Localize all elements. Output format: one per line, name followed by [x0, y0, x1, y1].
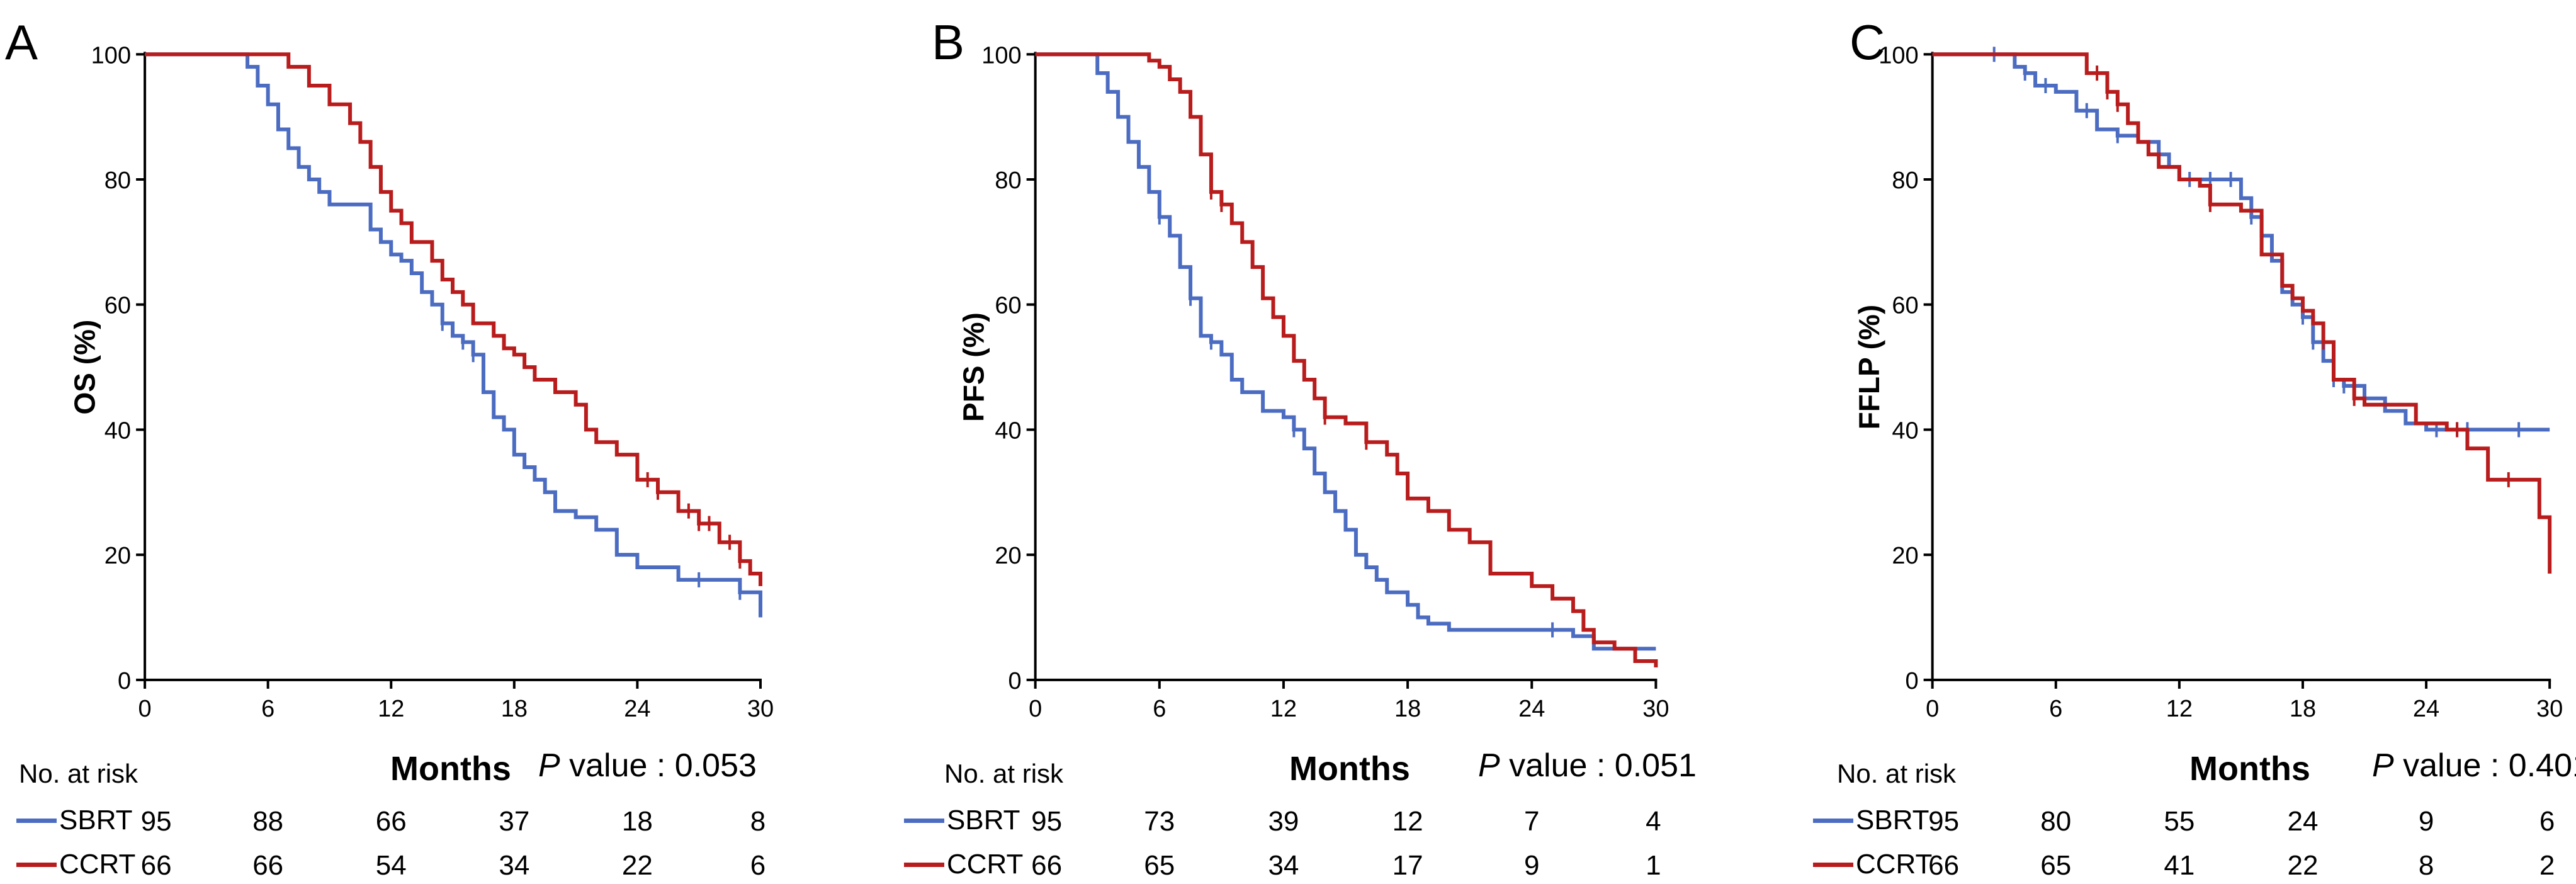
p-value: P value : 0.053	[538, 747, 757, 785]
risk-value-ccrt: 2	[2539, 850, 2555, 881]
ccrt-legend-swatch	[1813, 862, 1853, 867]
risk-value-ccrt: 65	[2040, 850, 2072, 881]
risk-row-label: SBRT	[59, 805, 133, 836]
p-value-text: value :	[1500, 747, 1615, 784]
risk-value-sbrt: 7	[1523, 806, 1540, 837]
p-value: P value : 0.401	[2372, 747, 2576, 785]
p-value-number: 0.401	[2508, 747, 2576, 784]
risk-value-ccrt: 66	[140, 850, 172, 881]
panel-letter: A	[5, 14, 38, 70]
risk-value-sbrt: 95	[140, 806, 172, 837]
risk-value-sbrt: 6	[2539, 806, 2555, 837]
risk-value-ccrt: 22	[2287, 850, 2319, 881]
risk-value-ccrt: 34	[499, 850, 530, 881]
panel-a: A No. at risk Months P value : 0.053 SBR…	[0, 0, 859, 884]
risk-row-label: SBRT	[1856, 805, 1929, 836]
risk-row-sbrt-label: SBRT	[16, 805, 133, 836]
risk-value-ccrt: 22	[621, 850, 653, 881]
risk-value-sbrt: 8	[750, 806, 766, 837]
risk-row-label: SBRT	[947, 805, 1020, 836]
x-axis-label: Months	[1289, 750, 1410, 788]
risk-value-sbrt: 55	[2164, 806, 2195, 837]
risk-row-ccrt-label: CCRT	[904, 849, 1023, 880]
ccrt-legend-swatch	[904, 862, 944, 867]
risk-title: No. at risk	[19, 759, 138, 788]
sbrt-legend-swatch	[1813, 818, 1853, 823]
p-value-text: value :	[2393, 747, 2509, 784]
p-value-number: 0.051	[1614, 747, 1697, 784]
risk-value-sbrt: 73	[1144, 806, 1175, 837]
risk-value-ccrt: 66	[252, 850, 284, 881]
p-symbol: P	[2372, 747, 2394, 784]
ccrt-legend-swatch	[16, 862, 57, 867]
panel-letter: B	[932, 14, 965, 70]
risk-value-sbrt: 39	[1268, 806, 1299, 837]
risk-value-ccrt: 34	[1268, 850, 1299, 881]
risk-title: No. at risk	[944, 759, 1064, 788]
risk-title: No. at risk	[1837, 759, 1957, 788]
risk-value-ccrt: 9	[1523, 850, 1540, 881]
risk-value-ccrt: 41	[2164, 850, 2195, 881]
risk-row-ccrt-label: CCRT	[16, 849, 135, 880]
risk-value-ccrt: 65	[1144, 850, 1175, 881]
risk-value-sbrt: 80	[2040, 806, 2072, 837]
risk-row-ccrt-label: CCRT	[1813, 849, 1932, 880]
panel-b: B No. at risk Months P value : 0.051 SBR…	[859, 0, 1717, 884]
risk-value-sbrt: 66	[375, 806, 407, 837]
sbrt-legend-swatch	[16, 818, 57, 823]
risk-value-sbrt: 88	[252, 806, 284, 837]
p-value: P value : 0.051	[1478, 747, 1697, 785]
risk-value-sbrt: 4	[1646, 806, 1661, 837]
risk-value-ccrt: 66	[1928, 850, 1960, 881]
panel-letter: C	[1850, 14, 1885, 70]
sbrt-legend-swatch	[904, 818, 944, 823]
risk-value-ccrt: 17	[1392, 850, 1423, 881]
risk-row-label: CCRT	[59, 849, 136, 880]
p-value-number: 0.053	[674, 747, 757, 784]
risk-row-label: CCRT	[947, 849, 1024, 880]
risk-value-ccrt: 66	[1031, 850, 1063, 881]
risk-value-sbrt: 95	[1928, 806, 1960, 837]
risk-row-sbrt-label: SBRT	[1813, 805, 1929, 836]
p-symbol: P	[1478, 747, 1500, 784]
risk-value-ccrt: 6	[750, 850, 766, 881]
risk-value-sbrt: 24	[2287, 806, 2319, 837]
risk-value-sbrt: 12	[1392, 806, 1423, 837]
risk-value-ccrt: 54	[375, 850, 407, 881]
risk-value-sbrt: 18	[621, 806, 653, 837]
x-axis-label: Months	[390, 750, 511, 788]
p-symbol: P	[538, 747, 560, 784]
panel-c: C No. at risk Months P value : 0.401 SBR…	[1717, 0, 2576, 884]
risk-row-sbrt-label: SBRT	[904, 805, 1020, 836]
risk-value-ccrt: 8	[2418, 850, 2434, 881]
x-axis-label: Months	[2189, 750, 2310, 788]
risk-value-sbrt: 95	[1031, 806, 1063, 837]
risk-value-sbrt: 9	[2418, 806, 2434, 837]
p-value-text: value :	[560, 747, 675, 784]
risk-row-label: CCRT	[1856, 849, 1933, 880]
risk-value-sbrt: 37	[499, 806, 530, 837]
risk-value-ccrt: 1	[1646, 850, 1661, 881]
